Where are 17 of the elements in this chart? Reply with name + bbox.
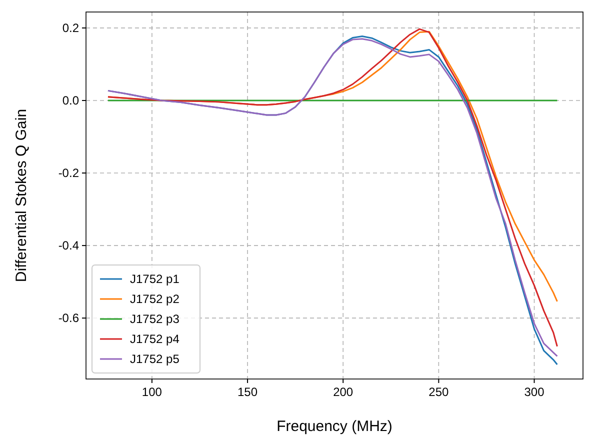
y-tick-label: -0.6 [58,311,80,326]
legend-label: J1752 p4 [130,332,180,346]
x-tick-label: 300 [524,385,545,399]
y-axis-title: Differential Stokes Q Gain [13,108,30,282]
x-tick-label: 100 [142,385,162,399]
y-tick-label: 0.2 [62,20,80,35]
x-tick-label: 150 [238,385,258,399]
legend-label: J1752 p3 [130,312,180,326]
x-axis-title: Frequency (MHz) [276,418,392,435]
legend-label: J1752 p5 [130,352,180,366]
y-tick-label: -0.4 [58,238,80,253]
y-tick-label: -0.2 [58,166,80,180]
x-tick-label: 200 [333,385,354,399]
x-tick-label: 250 [428,385,450,399]
y-tick-label: 0.0 [62,93,80,108]
legend-label: J1752 p2 [130,292,180,306]
legend-label: J1752 p1 [130,272,180,286]
